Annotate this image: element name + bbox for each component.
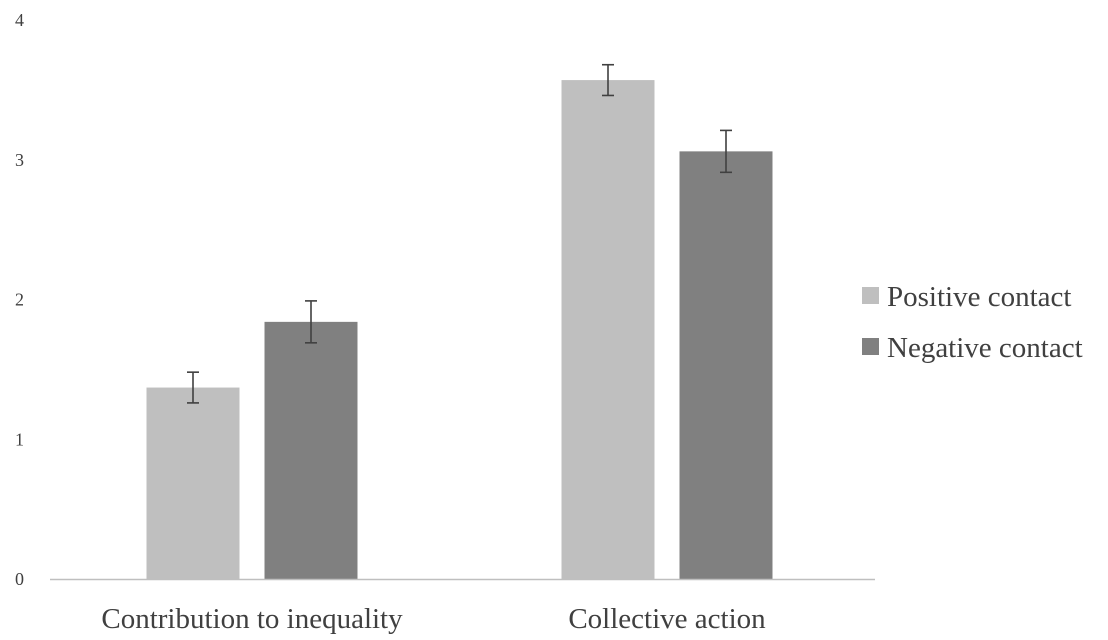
bar-positive-0 — [146, 387, 240, 579]
bar-negative-0 — [264, 321, 358, 579]
error-bar — [187, 371, 199, 404]
legend-item-positive: Positive contact — [862, 281, 1071, 313]
y-tick-label: 1 — [15, 429, 24, 449]
legend-swatch — [862, 338, 879, 355]
legend-swatch — [862, 287, 879, 304]
legend-item-negative: Negative contact — [862, 332, 1083, 364]
bar-negative-1 — [679, 151, 773, 580]
bar-positive-1 — [561, 80, 655, 579]
error-bar — [602, 63, 614, 97]
y-tick-label: 0 — [15, 569, 24, 589]
legend-label: Negative contact — [887, 332, 1083, 364]
error-bar — [720, 129, 732, 174]
legend-label: Positive contact — [887, 281, 1071, 313]
x-category-label: Contribution to inequality — [101, 603, 403, 635]
y-tick-label: 2 — [15, 290, 24, 310]
error-bars — [187, 63, 732, 404]
y-tick-label: 4 — [15, 10, 24, 30]
x-category-label: Collective action — [568, 603, 766, 635]
y-axis-ticks: 0 1 2 3 4 — [15, 10, 24, 589]
bars — [146, 80, 773, 580]
legend: Positive contact Negative contact — [862, 281, 1083, 364]
x-axis-labels: Contribution to inequality Collective act… — [101, 603, 766, 635]
error-bar — [305, 300, 317, 344]
y-tick-label: 3 — [15, 150, 24, 170]
